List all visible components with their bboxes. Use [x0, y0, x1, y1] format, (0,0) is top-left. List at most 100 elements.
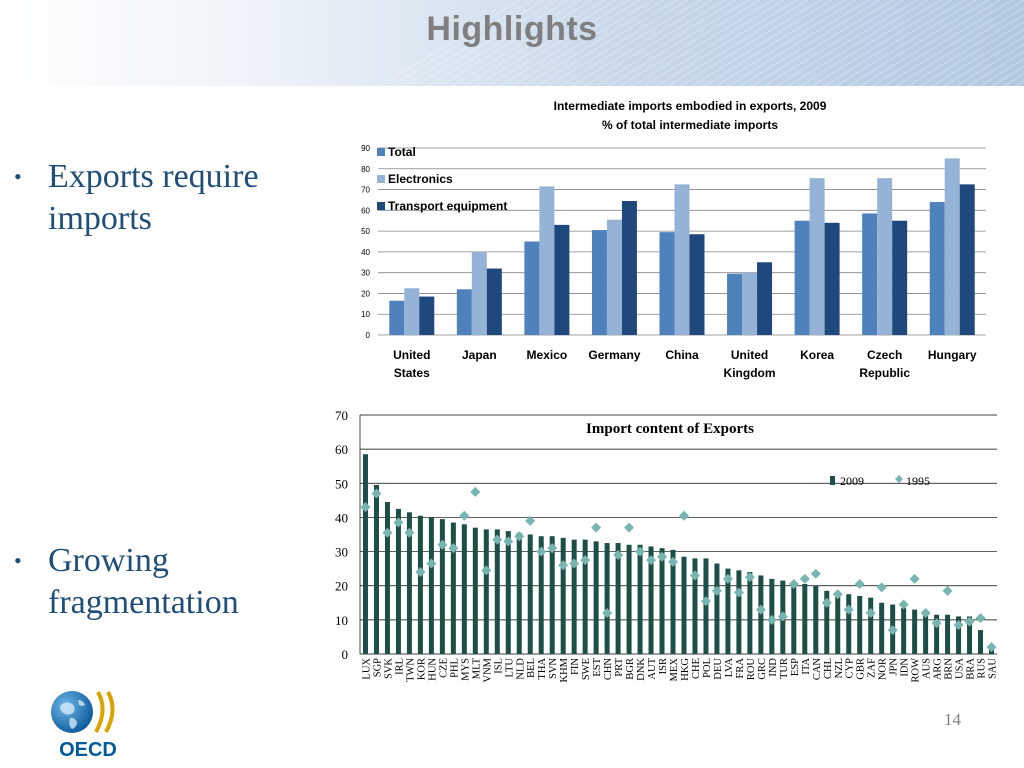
- header-stripe: [823, 0, 965, 86]
- data-point: [920, 608, 931, 619]
- x-tick-label: BRN: [944, 658, 955, 680]
- data-point: [766, 614, 777, 625]
- y-tick-label: 20: [361, 289, 370, 298]
- oecd-logo: OECD: [51, 691, 117, 760]
- x-tick-label: Korea: [800, 348, 834, 362]
- bar: [406, 512, 412, 654]
- bar: [362, 454, 368, 654]
- x-tick-label: Germany: [588, 348, 640, 362]
- bar: [516, 532, 522, 654]
- y-tick-label: 0: [342, 647, 349, 662]
- data-point: [821, 597, 832, 608]
- header-stripe: [715, 0, 857, 86]
- x-tick-label: ROU: [746, 658, 757, 681]
- data-point: [865, 608, 876, 619]
- data-point: [898, 599, 909, 610]
- bar: [659, 548, 665, 654]
- header-stripe: [931, 28, 1024, 86]
- data-point: [547, 543, 558, 554]
- data-point: [613, 549, 624, 560]
- data-point: [876, 582, 887, 593]
- legend-swatch: [377, 175, 385, 183]
- bullet-item: • Growing fragmentation: [14, 540, 308, 624]
- bar: [450, 522, 456, 654]
- x-tick-label: AUT: [647, 657, 658, 679]
- data-point: [964, 616, 975, 627]
- x-tick-label: SAU: [988, 658, 999, 679]
- bar: [681, 556, 687, 654]
- x-tick-label: United: [731, 348, 768, 362]
- data-point: [843, 604, 854, 615]
- data-point: [382, 527, 393, 538]
- x-tick-label: Kingdom: [724, 366, 776, 380]
- legend-label: 1995: [906, 474, 930, 488]
- bar: [549, 536, 555, 654]
- header-stripe: [427, 0, 569, 86]
- bar: [417, 515, 423, 654]
- header-stripe: [415, 0, 557, 86]
- data-point: [986, 642, 997, 653]
- x-tick-label: Japan: [462, 348, 497, 362]
- data-point: [668, 556, 679, 567]
- bar: [703, 558, 709, 654]
- header-stripe: [571, 0, 713, 86]
- x-tick-label: ROW: [911, 658, 922, 683]
- bar: [621, 200, 637, 335]
- data-point: [459, 510, 470, 521]
- data-point: [657, 551, 668, 562]
- data-point: [975, 613, 986, 624]
- bar: [494, 529, 500, 654]
- header-stripe: [943, 36, 1024, 86]
- chart-title: Intermediate imports embodied in exports…: [554, 99, 827, 113]
- x-tick-label: China: [665, 348, 699, 362]
- bar: [373, 484, 379, 654]
- data-point: [569, 558, 580, 569]
- x-tick-label: POL: [702, 658, 713, 678]
- data-point: [426, 558, 437, 569]
- legend-swatch: [830, 476, 835, 485]
- header-stripe: [463, 0, 605, 86]
- x-tick-label: SGP: [372, 658, 383, 677]
- header-stripe: [703, 0, 845, 86]
- x-tick-label: ARG: [933, 658, 944, 681]
- x-tick-label: TWN: [405, 658, 416, 682]
- bar: [742, 272, 758, 335]
- data-point: [437, 539, 448, 550]
- bullet-dot-icon: •: [14, 164, 22, 189]
- bar: [505, 531, 511, 654]
- header-stripe: [643, 0, 785, 86]
- x-tick-label: Hungary: [928, 348, 977, 362]
- data-point: [591, 522, 602, 533]
- logo-text: OECD: [59, 739, 117, 760]
- header-stripe: [895, 6, 1024, 86]
- x-tick-label: States: [394, 366, 430, 380]
- x-tick-label: KHM: [559, 657, 570, 682]
- data-point: [755, 604, 766, 615]
- data-point: [700, 596, 711, 607]
- header-stripe: [859, 0, 1001, 86]
- header-stripe: [583, 0, 725, 86]
- bar: [794, 220, 810, 335]
- bar: [802, 584, 808, 654]
- y-tick-label: 40: [335, 510, 348, 525]
- x-tick-label: ESP: [790, 658, 801, 676]
- data-point: [635, 546, 646, 557]
- bullet-item: • Exports require imports: [14, 156, 308, 240]
- x-tick-label: PRT: [614, 657, 625, 676]
- bar: [471, 251, 487, 335]
- data-point: [744, 572, 755, 583]
- header-stripe: [955, 43, 1024, 86]
- bar: [791, 582, 797, 654]
- bar: [419, 296, 435, 335]
- data-point: [371, 488, 382, 499]
- data-point: [580, 555, 591, 566]
- header-stripe: [919, 21, 1024, 86]
- bullet-dot-icon: •: [14, 548, 22, 573]
- data-point: [525, 515, 536, 526]
- slide-title: Highlights: [426, 10, 598, 48]
- bar: [725, 568, 731, 654]
- header-stripe: [535, 0, 677, 86]
- x-tick-label: CYP: [845, 658, 856, 679]
- x-tick-label: CHE: [691, 658, 702, 679]
- x-tick-label: NLD: [515, 658, 526, 680]
